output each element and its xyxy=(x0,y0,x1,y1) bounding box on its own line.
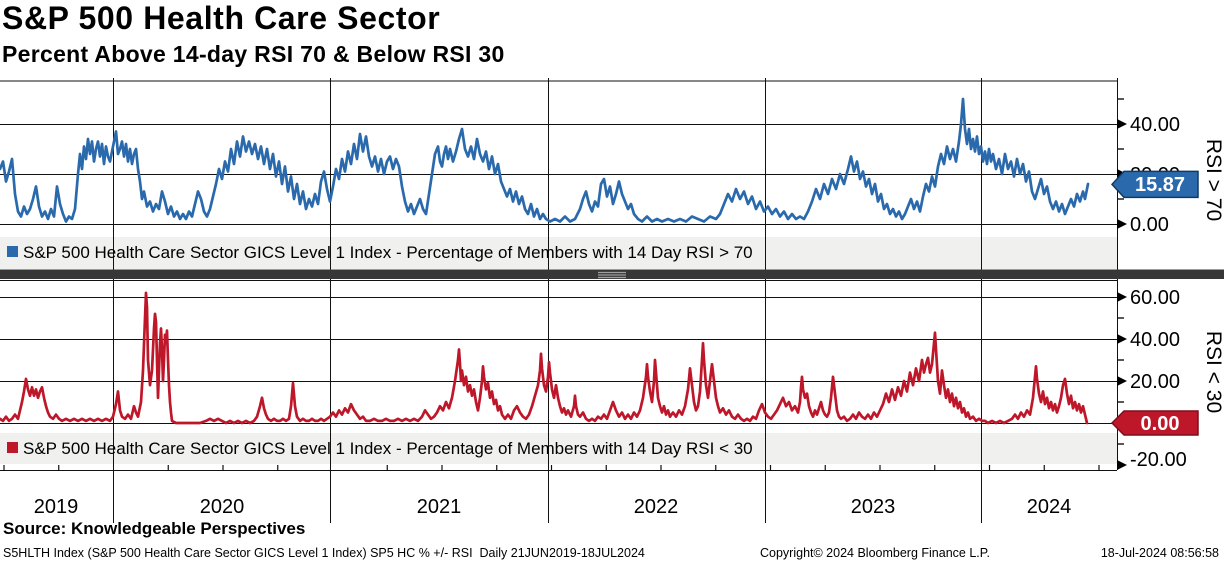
rsi-above-70-line xyxy=(0,97,1090,223)
y-axis-tick-label: 0.00 xyxy=(1130,214,1169,236)
right-axis-title-bottom: RSI < 30 xyxy=(1202,331,1224,413)
legend-label-rsi-below-30: S&P 500 Health Care Sector GICS Level 1 … xyxy=(23,439,753,458)
last-value-label-top: 15.87 xyxy=(1135,174,1185,196)
security-description: S5HLTH Index (S&P 500 Health Care Sector… xyxy=(3,546,645,560)
source-line: Source: Knowledgeable Perspectives xyxy=(3,519,306,538)
y-axis-tick-label: 40.00 xyxy=(1130,114,1180,136)
panel-divider[interactable] xyxy=(0,269,1224,280)
copyright: Copyright© 2024 Bloomberg Finance L.P. xyxy=(760,546,990,560)
x-axis-year-label: 2019 xyxy=(34,496,79,518)
chart-generated: 2019 2020 2021 2022 2023 2024 40.00 20.00 0.00 60… xyxy=(0,78,1224,523)
legend-marker-rsi-above-70 xyxy=(7,246,18,257)
x-axis-year-label: 2024 xyxy=(1027,496,1072,518)
x-axis-year-label: 2021 xyxy=(417,496,462,518)
last-value-tag-bottom xyxy=(1110,410,1199,436)
last-value-label-bottom: 0.00 xyxy=(1141,413,1180,435)
last-value-tag-top xyxy=(1110,170,1199,199)
x-axis-year-label: 2020 xyxy=(200,496,245,518)
legend-label-rsi-above-70: S&P 500 Health Care Sector GICS Level 1 … xyxy=(23,243,753,262)
panel-splitter-grip[interactable] xyxy=(598,271,626,279)
rsi-below-30-line xyxy=(0,291,1089,425)
x-axis-year-label: 2023 xyxy=(851,496,896,518)
page-title: S&P 500 Health Care Sector xyxy=(2,0,441,36)
right-axis-title-top: RSI > 70 xyxy=(1202,139,1224,221)
x-axis-year-label: 2022 xyxy=(634,496,679,518)
timestamp: 18-Jul-2024 08:56:58 xyxy=(1100,546,1219,560)
y-axis-tick-label: 40.00 xyxy=(1130,329,1180,351)
page-subtitle: Percent Above 14-day RSI 70 & Below RSI … xyxy=(2,41,505,67)
y-axis-tick-label: 20.00 xyxy=(1130,371,1180,393)
legend-marker-rsi-below-30 xyxy=(7,442,18,453)
y-axis-tick-label: -20.00 xyxy=(1130,449,1187,471)
y-axis-tick-label: 60.00 xyxy=(1130,287,1180,309)
